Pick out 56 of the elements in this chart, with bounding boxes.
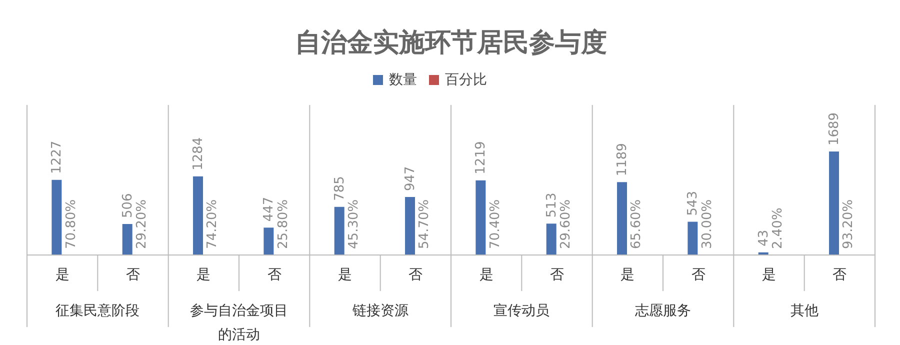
- data-label: 74.20%: [205, 199, 220, 249]
- bar: [546, 224, 556, 255]
- x-tick-label: 是: [196, 267, 211, 283]
- text: 参与自治金项目的活动: [190, 303, 288, 343]
- data-label: 1219: [474, 141, 489, 174]
- data-label: 513: [544, 192, 560, 218]
- text: 其他: [790, 303, 818, 319]
- bar: [334, 206, 344, 255]
- data-label: 1227: [50, 140, 65, 174]
- data-label: 70.80%: [64, 199, 79, 249]
- text: 志愿服务: [635, 303, 691, 319]
- bar: [829, 152, 840, 255]
- x-tick-label: 是: [479, 267, 494, 283]
- x-tick-label: 否: [691, 267, 706, 283]
- x-tick-label: 是: [762, 267, 776, 283]
- x-tick-label: 否: [408, 267, 423, 283]
- bar: [122, 224, 132, 255]
- x-tick-label: 否: [267, 267, 282, 283]
- data-label: 29.20%: [134, 199, 150, 249]
- data-label: 785: [332, 176, 348, 201]
- data-label: 947: [403, 166, 418, 191]
- data-label: 54.70%: [417, 199, 432, 249]
- data-label: 70.40%: [488, 199, 503, 249]
- text: 宣传动员: [494, 303, 550, 319]
- bar: [688, 222, 698, 255]
- x-tick-label: 否: [126, 267, 140, 283]
- data-label: 29.60%: [558, 199, 574, 249]
- chart-title: 自治金实施环节居民参与度: [295, 28, 607, 58]
- x-tick-label: 否: [550, 267, 564, 283]
- legend-label: 数量: [389, 72, 417, 88]
- x-tick-label: 是: [55, 267, 70, 283]
- bar: [617, 182, 628, 255]
- data-label: 25.80%: [276, 199, 291, 249]
- text: 征集民意阶段: [56, 303, 140, 319]
- bar: [476, 180, 486, 255]
- data-label: 65.60%: [629, 199, 644, 249]
- data-label: 543: [686, 190, 701, 216]
- data-label: 447: [262, 196, 277, 222]
- data-label: 2.40%: [770, 208, 786, 249]
- data-label: 43: [756, 230, 772, 246]
- bar: [52, 180, 62, 255]
- x-tick-label: 是: [620, 267, 635, 283]
- x-tick-label: 否: [832, 267, 847, 283]
- legend-label: 百分比: [445, 72, 487, 88]
- data-label: 30.00%: [700, 199, 715, 249]
- bar: [405, 197, 416, 255]
- data-label: 1284: [191, 137, 206, 170]
- data-label: 1189: [615, 143, 630, 176]
- text: 链接资源: [351, 303, 408, 319]
- data-label: 506: [120, 193, 136, 218]
- bar: [193, 176, 204, 255]
- data-label: 93.20%: [841, 199, 856, 249]
- x-tick-label: 是: [338, 267, 352, 283]
- data-label: 45.30%: [346, 199, 362, 249]
- data-label: 1689: [827, 112, 842, 146]
- bar: [264, 228, 274, 255]
